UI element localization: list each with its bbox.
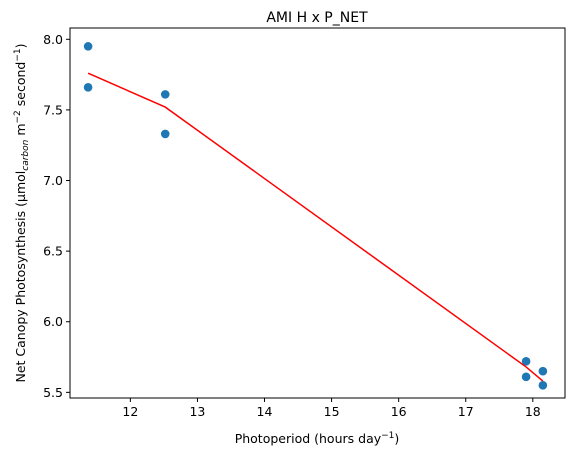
data-point [160,129,170,139]
x-tick-label: 15 [324,404,340,419]
chart-title: AMI H x P_NET [266,10,368,26]
y-axis: 5.5 6.0 6.5 7.0 7.5 8.0 [43,32,70,400]
plot-area [83,42,548,390]
data-point [521,356,531,366]
data-point [538,380,548,390]
x-tick-label: 13 [189,404,205,419]
y-tick-label: 6.0 [43,314,63,329]
y-tick-label: 7.5 [43,102,63,117]
y-tick-label: 7.0 [43,173,63,188]
y-tick-label: 6.5 [43,244,63,259]
data-point [521,372,531,382]
data-point [83,83,93,92]
data-point [538,366,548,376]
x-tick-label: 14 [257,404,273,419]
y-tick-label: 8.0 [43,32,63,47]
x-tick-label: 16 [391,404,407,419]
axes-frame [69,27,566,399]
x-axis: 12 13 14 15 16 17 18 [122,398,541,419]
fit-line [87,72,544,382]
x-tick-label: 17 [458,404,474,419]
data-point [160,90,170,99]
data-point [83,42,93,51]
x-axis-label: Photoperiod (hours day−1) [235,431,400,446]
x-tick-label: 12 [122,404,138,419]
x-tick-label: 18 [525,404,541,419]
y-axis-label: Net Canopy Photosynthesis (µmolcarbon m−… [13,43,31,382]
y-tick-label: 5.5 [43,385,63,400]
